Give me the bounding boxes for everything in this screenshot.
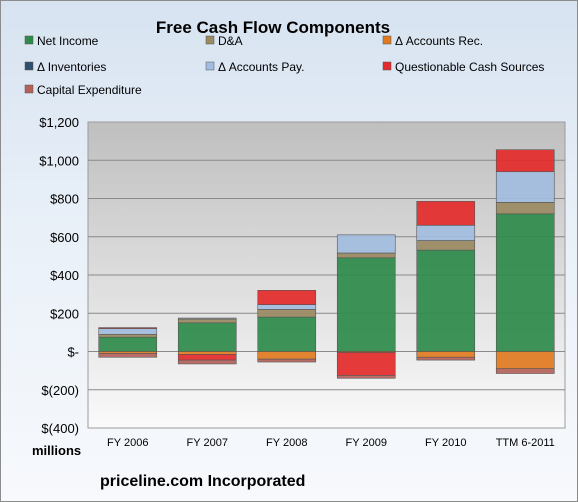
y-tick-label: $400 xyxy=(50,268,79,283)
unit-label: millions xyxy=(32,443,81,458)
y-tick-label: $(200) xyxy=(41,383,79,398)
y-tick-label: $200 xyxy=(50,306,79,321)
bar-segment xyxy=(416,224,476,241)
y-tick-label: $800 xyxy=(50,192,79,207)
gridlines xyxy=(88,159,565,391)
y-tick-label: $600 xyxy=(50,230,79,245)
bar-segment xyxy=(177,351,237,355)
legend: Net Income D&A Δ Accounts Rec. Δ Inventorie… xyxy=(24,34,544,97)
y-tick-label: $(400) xyxy=(41,421,79,436)
legend-swatch xyxy=(24,61,34,71)
bar-segment xyxy=(336,375,396,379)
bar-segment xyxy=(177,317,237,320)
y-tick-label: $1,200 xyxy=(39,115,79,130)
bar-segment xyxy=(336,257,396,352)
bar-segment xyxy=(336,234,396,254)
x-tick-label: FY 2007 xyxy=(187,437,228,449)
bar-segment xyxy=(98,336,158,352)
x-tick-label: FY 2010 xyxy=(425,437,466,449)
bar-segment xyxy=(495,149,555,173)
bar-segment xyxy=(336,252,396,259)
bar-segment xyxy=(257,289,317,305)
legend-label: Capital Expenditure xyxy=(37,83,142,97)
legend-label: Net Income xyxy=(37,34,99,48)
bar-segment xyxy=(257,304,317,310)
bar-segment xyxy=(416,249,476,352)
x-tick-label: FY 2006 xyxy=(107,437,148,449)
legend-label: Δ Accounts Rec. xyxy=(395,34,483,48)
bar-segment xyxy=(416,240,476,251)
legend-label: Questionable Cash Sources xyxy=(395,60,544,74)
bar-segment xyxy=(177,318,237,324)
footer-text: priceline.com Incorporated xyxy=(100,473,305,490)
bar-segment xyxy=(177,322,237,352)
y-axis: $1,200 $1,000 $800 $600 $400 $200 $- $(200) $(40… xyxy=(39,115,79,436)
bar-segment xyxy=(416,201,476,226)
bar-segment xyxy=(257,351,317,360)
bar-segment xyxy=(495,351,555,370)
bar-segment xyxy=(257,316,317,352)
legend-swatch xyxy=(382,61,392,71)
bar-segment xyxy=(416,356,476,361)
bar-segment xyxy=(336,352,396,376)
x-tick-label: TTM 6-2011 xyxy=(496,437,555,449)
bar-segment xyxy=(495,368,555,374)
legend-label: Δ Inventories xyxy=(37,60,106,74)
y-tick-label: $- xyxy=(67,345,79,360)
bar-segment xyxy=(177,359,237,365)
legend-label: Δ Accounts Pay. xyxy=(218,60,305,74)
bar-segment xyxy=(257,358,317,363)
bars xyxy=(98,149,555,379)
legend-swatch xyxy=(24,35,34,45)
x-tick-label: FY 2008 xyxy=(266,437,307,449)
y-tick-label: $1,000 xyxy=(39,153,79,168)
bar-segment xyxy=(495,202,555,215)
bar-segment xyxy=(177,354,237,361)
legend-swatch xyxy=(205,35,215,45)
legend-swatch xyxy=(24,84,34,94)
bar-segment xyxy=(98,353,158,358)
bar-segment xyxy=(495,171,555,203)
bar-segment xyxy=(98,328,158,335)
bar-segment xyxy=(98,333,158,338)
legend-label: D&A xyxy=(218,34,243,48)
x-tick-label: FY 2009 xyxy=(346,437,387,449)
chart-title: Free Cash Flow Components xyxy=(156,18,390,37)
legend-swatch xyxy=(382,35,392,45)
bar-segment xyxy=(98,327,158,329)
x-axis: FY 2006 FY 2007 FY 2008 FY 2009 FY 2010 TTM 6… xyxy=(107,437,555,449)
bar-segment xyxy=(257,309,317,318)
bar-segment xyxy=(416,351,476,358)
legend-swatch xyxy=(205,61,215,71)
bar-segment xyxy=(495,213,555,352)
